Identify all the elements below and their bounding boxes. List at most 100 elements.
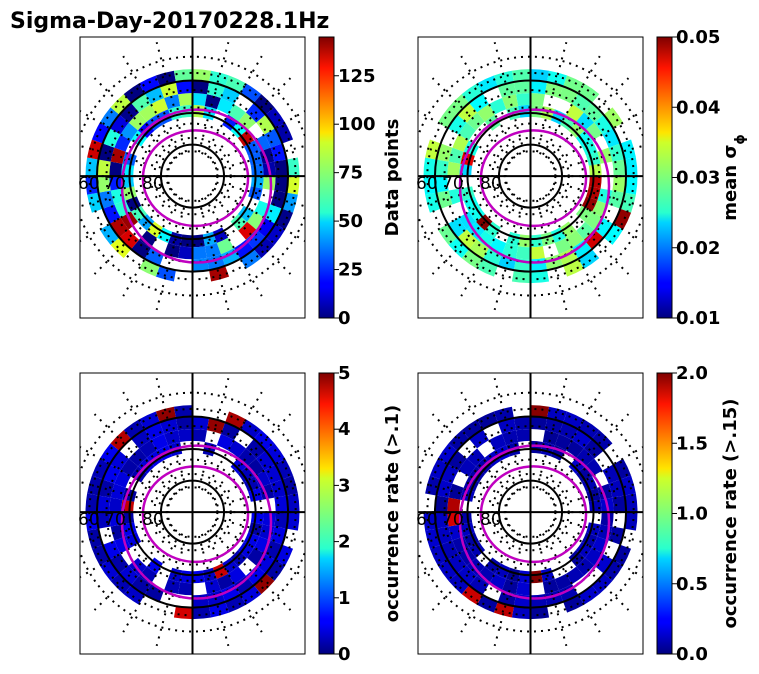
heat-cell <box>180 570 193 584</box>
dotted-meridian <box>80 187 172 243</box>
heat-cell <box>448 217 467 238</box>
heat-cell <box>563 258 585 277</box>
heat-cell <box>85 157 99 177</box>
heat-cell <box>516 92 531 106</box>
heat-cell <box>448 573 470 595</box>
heat-cell <box>624 157 638 177</box>
heat-cell <box>423 157 437 177</box>
heat-cell <box>578 419 600 440</box>
dotted-meridian <box>542 391 601 492</box>
colorbar-tick-label: 3 <box>338 475 351 496</box>
lat-label-70: 70 <box>442 174 464 194</box>
heat-cell <box>554 433 573 451</box>
dotted-meridian <box>460 391 519 492</box>
heat-cell <box>254 134 271 152</box>
dotted-meridian <box>542 533 601 633</box>
heat-cell <box>602 128 620 148</box>
dotted-meridian <box>80 480 169 507</box>
heat-cell <box>530 246 545 260</box>
heat-cell <box>175 81 193 95</box>
lat-label-60: 60 <box>416 174 438 194</box>
heat-cell <box>461 83 483 104</box>
heat-cell <box>585 547 603 566</box>
heat-cell <box>110 217 129 238</box>
heat-cell <box>265 223 286 245</box>
dotted-meridian <box>122 55 181 156</box>
heat-cell <box>591 430 613 451</box>
heat-cell <box>530 81 548 95</box>
heat-cell <box>448 114 467 135</box>
heat-cell <box>97 176 111 193</box>
dotted-meridian <box>418 144 507 171</box>
heat-cell <box>448 483 464 500</box>
dotted-meridian <box>80 109 172 165</box>
heat-cell <box>554 237 573 255</box>
panel-frame <box>417 36 644 319</box>
heat-cell <box>173 605 193 620</box>
heat-cell <box>110 94 132 115</box>
heat-cell <box>216 97 235 115</box>
dotted-meridian <box>80 181 169 208</box>
heat-cell <box>238 112 257 131</box>
heat-cell <box>594 553 613 574</box>
heat-cell <box>85 512 99 531</box>
heat-cell <box>85 493 99 513</box>
heat-cell <box>110 573 132 595</box>
heat-cell <box>511 69 531 83</box>
lat-label-70: 70 <box>104 510 126 530</box>
heat-cell <box>566 104 584 122</box>
dotted-meridian <box>197 199 230 311</box>
colorbar-label: occurrence rate (>.1) <box>382 405 403 622</box>
heat-cell <box>110 237 132 259</box>
heat-cell <box>109 512 123 527</box>
dotted-meridian <box>209 528 292 611</box>
heat-cell <box>131 429 151 449</box>
dotted-meridian <box>216 480 305 507</box>
heat-cell <box>247 211 265 230</box>
heat-cell <box>513 81 531 95</box>
heat-cell <box>588 163 602 177</box>
panel-plot-area <box>80 37 305 318</box>
heat-cell <box>216 237 235 255</box>
heat-cell <box>110 450 129 471</box>
heat-cell <box>192 246 207 260</box>
panel-plot-area <box>80 373 305 654</box>
heat-cell <box>254 470 271 488</box>
figure-title: Sigma-Day-20170228.1Hz <box>10 9 329 34</box>
heat-cell <box>435 176 449 193</box>
dotted-meridian <box>431 413 514 496</box>
dotted-meridian <box>93 528 176 611</box>
heat-cell <box>103 204 121 224</box>
heat-cell <box>109 497 123 513</box>
heat-cell <box>139 230 157 249</box>
heat-cell <box>594 114 613 135</box>
heat-cell <box>110 553 129 574</box>
heat-cell <box>123 83 145 104</box>
heat-cell <box>204 578 221 594</box>
polar-panel-top-right: 60 70 80 0.01 0.02 0.03 0.04 0.05 mean σϕ <box>416 27 748 329</box>
heat-cell <box>578 83 600 104</box>
heat-cell <box>128 448 147 467</box>
colorbar <box>656 36 673 319</box>
auroral-oval-outer <box>458 444 611 600</box>
heat-cell <box>612 544 632 566</box>
colorbar-tick-label: 0 <box>338 644 351 665</box>
dotted-meridian <box>216 144 305 171</box>
colorbar <box>318 372 335 655</box>
heat-cell <box>264 128 282 148</box>
heat-cell <box>250 163 264 177</box>
heat-cell <box>458 122 476 141</box>
dotted-meridian <box>431 192 514 275</box>
heat-cell <box>150 433 169 451</box>
colorbar-tick-label: 0.04 <box>676 97 720 118</box>
heat-cell <box>274 208 294 230</box>
dotted-meridian <box>418 187 510 243</box>
heat-cell <box>603 559 624 581</box>
heat-cell <box>516 246 531 260</box>
heat-cell <box>144 86 165 105</box>
heat-cell <box>103 128 121 148</box>
heat-cell <box>178 92 193 106</box>
auroral-oval-inner <box>141 465 250 564</box>
dotted-meridian <box>418 181 507 208</box>
heat-cell <box>173 69 193 83</box>
